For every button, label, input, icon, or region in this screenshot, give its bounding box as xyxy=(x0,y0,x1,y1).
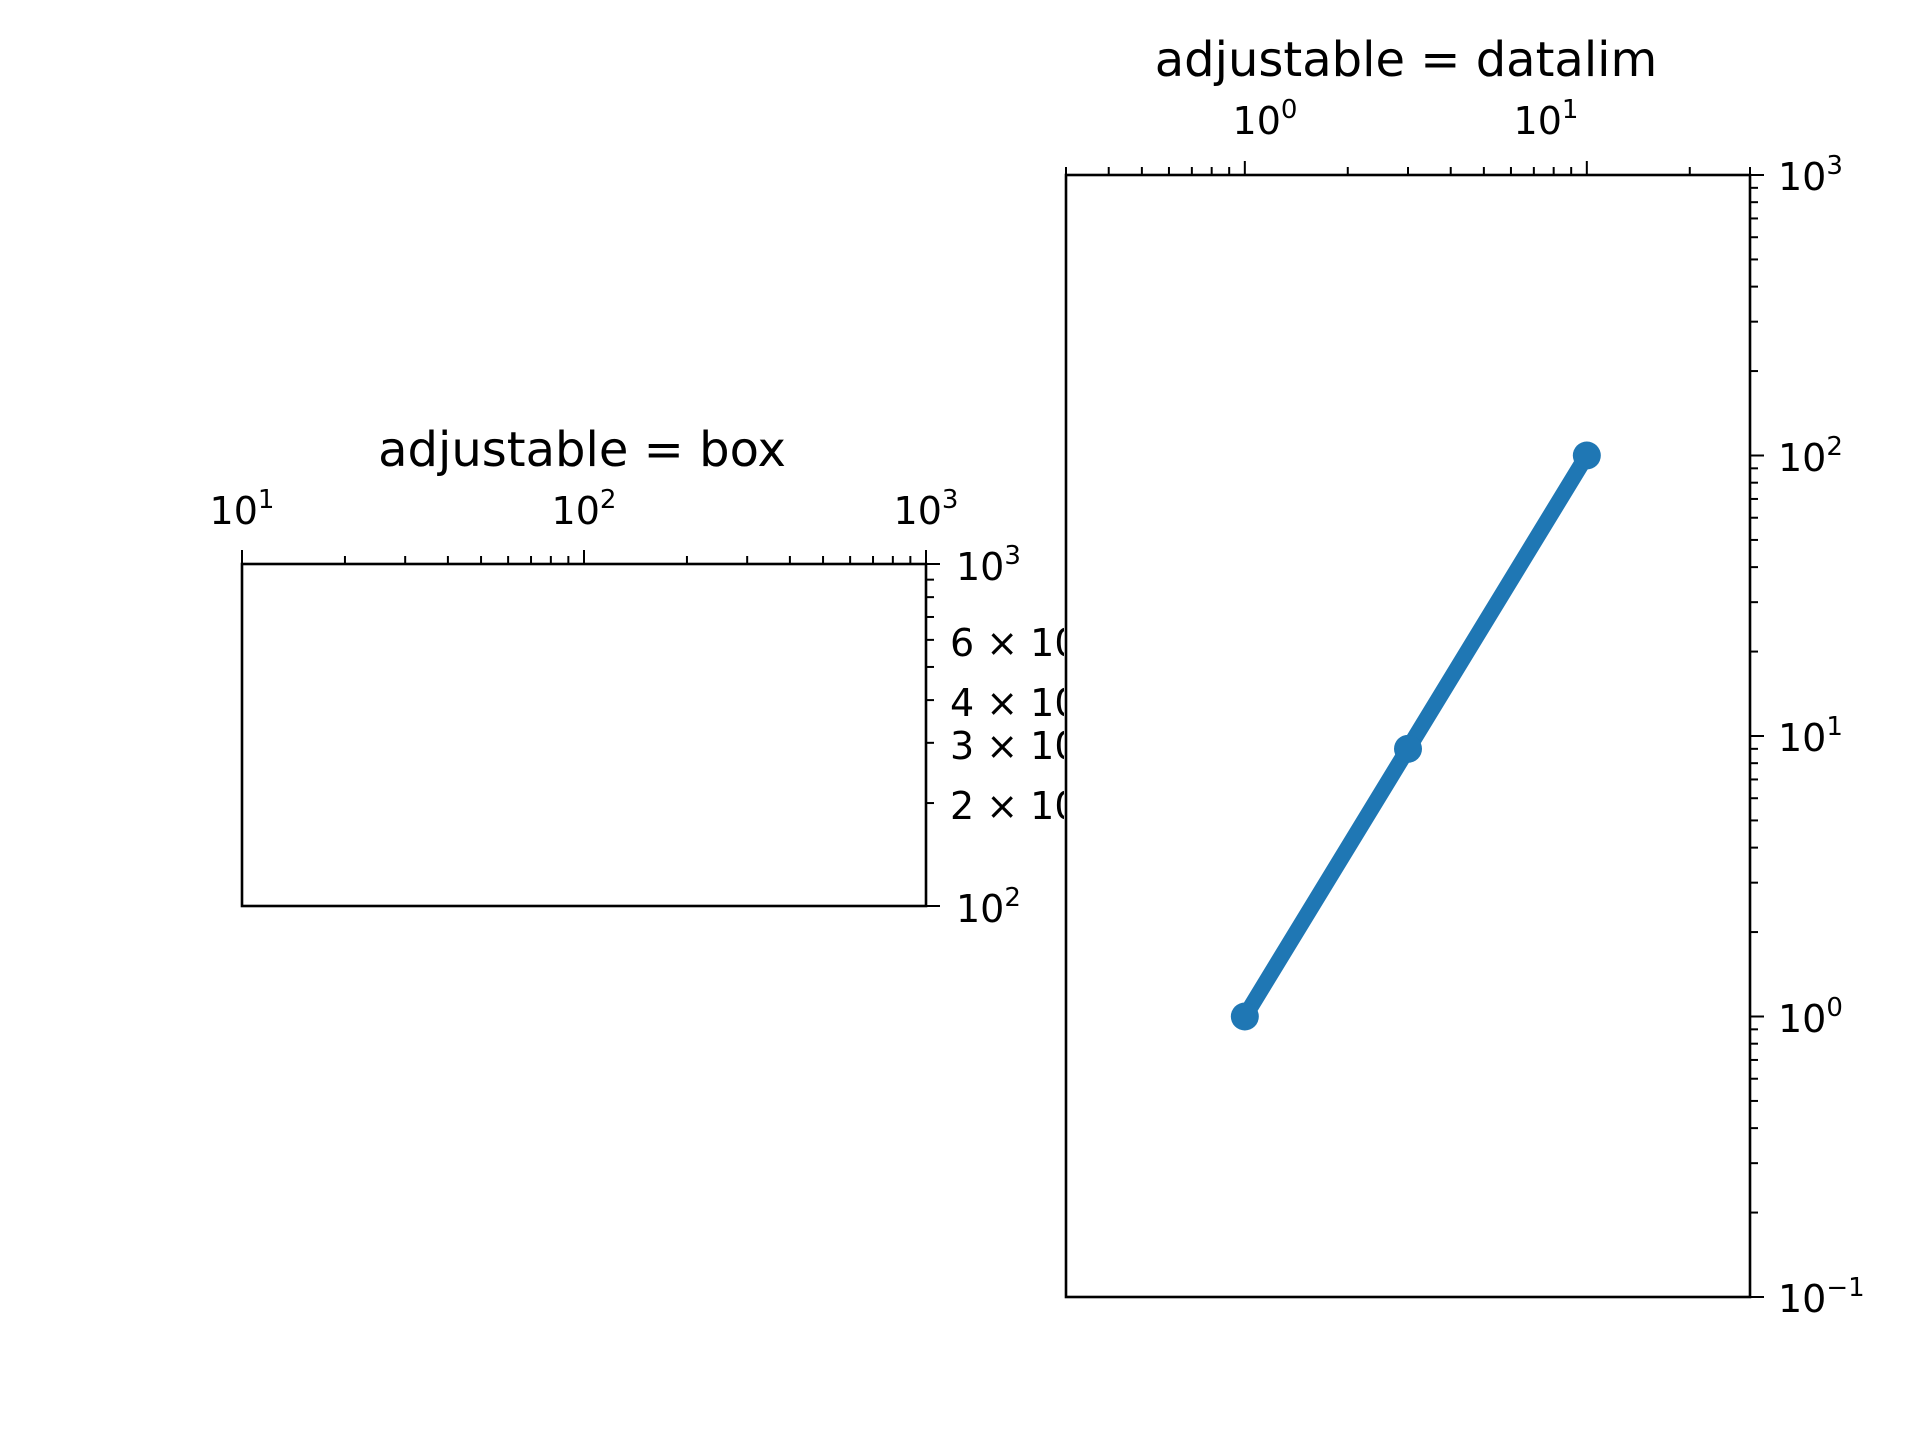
axes-datalim-y-tick-labels: 103 102 101 100 10−1 xyxy=(1778,151,1865,1321)
axes-datalim: adjustable = datalim 100 101 103 102 101… xyxy=(1064,32,1865,1321)
axes-datalim-title: adjustable = datalim xyxy=(1155,32,1658,88)
data-point xyxy=(1572,441,1601,470)
y-minor-tick-label: 3 × 10 xyxy=(950,724,1079,768)
x-tick-label: 101 xyxy=(1514,95,1579,143)
x-tick-label-base: 10 xyxy=(1233,99,1281,143)
y-tick-label: 101 xyxy=(1778,712,1843,760)
y-tick-label: 100 xyxy=(1778,993,1843,1041)
x-tick-label-base: 10 xyxy=(552,489,600,533)
y-tick-label-base: 10 xyxy=(956,887,1004,931)
y-tick-label: 103 xyxy=(1778,151,1843,199)
y-tick-label: 102 xyxy=(1778,432,1843,480)
y-tick-label-base: 10 xyxy=(1778,1277,1826,1321)
y-tick-label-exponent: 3 xyxy=(1826,151,1843,181)
y-tick-label: 10−1 xyxy=(1778,1273,1865,1321)
y-tick-label-base: 10 xyxy=(1778,997,1826,1041)
y-tick-label-exponent: 1 xyxy=(1826,712,1843,742)
axes-box-title: adjustable = box xyxy=(378,422,786,478)
axes-datalim-series xyxy=(1230,441,1601,1031)
y-tick-label-base: 10 xyxy=(1778,436,1826,480)
y-tick-label-exponent: −1 xyxy=(1826,1273,1864,1303)
y-tick-label: 102 xyxy=(956,883,1021,931)
y-minor-tick-label: 2 × 10 xyxy=(950,784,1079,828)
data-point xyxy=(1394,734,1422,763)
x-tick-label: 103 xyxy=(894,485,959,533)
x-tick-label-exponent: 3 xyxy=(942,485,959,515)
axes-box-frame xyxy=(240,562,928,908)
y-tick-label-exponent: 3 xyxy=(1004,541,1021,571)
axes-box-x-tick-labels: 101 102 103 xyxy=(210,485,959,533)
y-tick-label: 103 xyxy=(956,541,1021,589)
x-tick-label-base: 10 xyxy=(1514,99,1562,143)
y-tick-label-base: 10 xyxy=(956,545,1004,589)
axes-datalim-ticks xyxy=(1065,161,1764,1298)
axes-datalim-frame xyxy=(1064,173,1752,1299)
y-tick-label-exponent: 2 xyxy=(1826,432,1843,462)
axes-box: adjustable = box 101 102 103 103 102 6 ×… xyxy=(210,422,1079,931)
y-minor-tick-label: 4 × 10 xyxy=(950,681,1079,725)
x-tick-label-base: 10 xyxy=(210,489,258,533)
x-tick-label: 101 xyxy=(210,485,275,533)
x-tick-label-exponent: 0 xyxy=(1281,95,1298,125)
y-tick-label-exponent: 2 xyxy=(1004,883,1021,913)
x-tick-label: 102 xyxy=(552,485,617,533)
x-tick-label-exponent: 2 xyxy=(600,485,617,515)
axes-datalim-x-tick-labels: 100 101 xyxy=(1233,95,1579,143)
x-tick-label-exponent: 1 xyxy=(258,485,275,515)
data-point xyxy=(1230,1002,1259,1031)
x-tick-label: 100 xyxy=(1233,95,1298,143)
x-tick-label-exponent: 1 xyxy=(1562,95,1579,125)
y-tick-label-exponent: 0 xyxy=(1826,993,1843,1023)
y-minor-tick-label: 6 × 10 xyxy=(950,621,1079,665)
axes-box-ticks xyxy=(241,550,940,907)
y-tick-label-base: 10 xyxy=(1778,716,1826,760)
y-tick-label-base: 10 xyxy=(1778,155,1826,199)
axes-box-y-tick-labels: 103 102 6 × 10 4 × 10 3 × 10 2 × 10 xyxy=(950,541,1079,931)
x-tick-label-base: 10 xyxy=(894,489,942,533)
